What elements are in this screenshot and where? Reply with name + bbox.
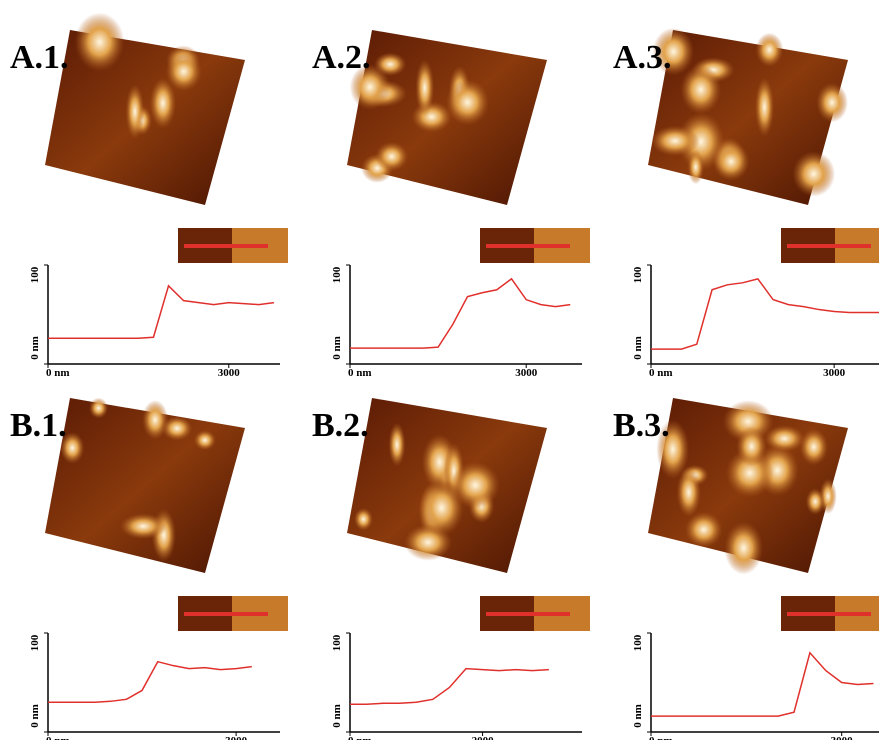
profile-line xyxy=(350,667,549,706)
afm-peak xyxy=(650,125,700,157)
afm-peak xyxy=(419,479,464,537)
x-tick-label: 3000 xyxy=(831,735,854,740)
x-tick-label: 2000 xyxy=(472,735,495,740)
profile-line xyxy=(651,651,874,717)
x-tick-label: 3000 xyxy=(515,367,538,379)
y-tick-label: 100 xyxy=(29,266,41,283)
afm-peak xyxy=(165,51,202,92)
y-tick-label: 0 nm xyxy=(331,336,343,360)
afm-peak xyxy=(816,82,848,123)
panel-label: B.3. xyxy=(613,407,670,444)
x-tick-label: 0 nm xyxy=(46,367,70,379)
y-tick-label: 100 xyxy=(632,266,644,283)
afm-peak xyxy=(684,511,723,548)
panel-label: A.1. xyxy=(10,39,69,76)
afm-peak xyxy=(89,397,109,419)
panel-label: A.3. xyxy=(613,39,672,76)
x-tick-label: 0 nm xyxy=(649,367,673,379)
afm-peak xyxy=(142,400,169,440)
afm-peak xyxy=(652,27,695,76)
panel-label: B.2. xyxy=(312,407,369,444)
afm-peak xyxy=(74,12,125,72)
afm-peak xyxy=(125,84,145,140)
profile-line xyxy=(350,277,571,349)
afm-peak xyxy=(353,507,373,531)
afm-peak xyxy=(755,32,784,68)
afm-peak xyxy=(754,77,775,137)
x-tick-label: 0 nm xyxy=(649,735,673,740)
afm-peak xyxy=(680,64,722,115)
afm-peak xyxy=(388,422,406,467)
afm-peak xyxy=(149,77,176,129)
afm-peak xyxy=(120,513,167,540)
afm-peak xyxy=(656,419,690,480)
y-tick-label: 100 xyxy=(632,634,644,651)
x-tick-label: 0 nm xyxy=(348,735,372,740)
x-tick-label: 0 nm xyxy=(46,735,70,740)
profile-line xyxy=(651,278,879,350)
y-tick-label: 100 xyxy=(29,634,41,651)
afm-peak xyxy=(676,467,701,518)
y-tick-label: 0 nm xyxy=(29,704,41,728)
profile-line xyxy=(48,284,275,340)
afm-peak xyxy=(445,79,490,126)
y-tick-label: 100 xyxy=(331,634,343,651)
afm-peak xyxy=(161,416,193,441)
profile-line xyxy=(48,660,252,704)
afm-peak xyxy=(193,430,216,451)
afm-peak xyxy=(805,488,825,515)
afm-peak xyxy=(349,64,391,111)
y-tick-label: 0 nm xyxy=(632,704,644,728)
x-tick-label: 3000 xyxy=(218,367,241,379)
afm-peak xyxy=(415,59,435,117)
x-tick-label: 0 nm xyxy=(348,367,372,379)
afm-peak xyxy=(799,428,829,466)
panel-label: A.2. xyxy=(312,39,371,76)
afm-peak xyxy=(792,151,836,197)
x-tick-label: 3000 xyxy=(225,735,248,740)
y-tick-label: 0 nm xyxy=(331,704,343,728)
afm-peak xyxy=(687,149,704,185)
y-tick-label: 0 nm xyxy=(29,336,41,360)
y-tick-label: 0 nm xyxy=(632,336,644,360)
afm-peak xyxy=(724,521,764,575)
afm-peak xyxy=(60,432,85,464)
afm-peak xyxy=(677,112,725,171)
afm-peak xyxy=(451,461,500,509)
afm-peak xyxy=(712,142,750,181)
afm-peak xyxy=(764,425,805,452)
afm-peak xyxy=(375,141,409,172)
panel-label: B.1. xyxy=(10,407,67,444)
x-tick-label: 3000 xyxy=(823,367,846,379)
afm-peak xyxy=(736,426,767,467)
y-tick-label: 100 xyxy=(331,266,343,283)
